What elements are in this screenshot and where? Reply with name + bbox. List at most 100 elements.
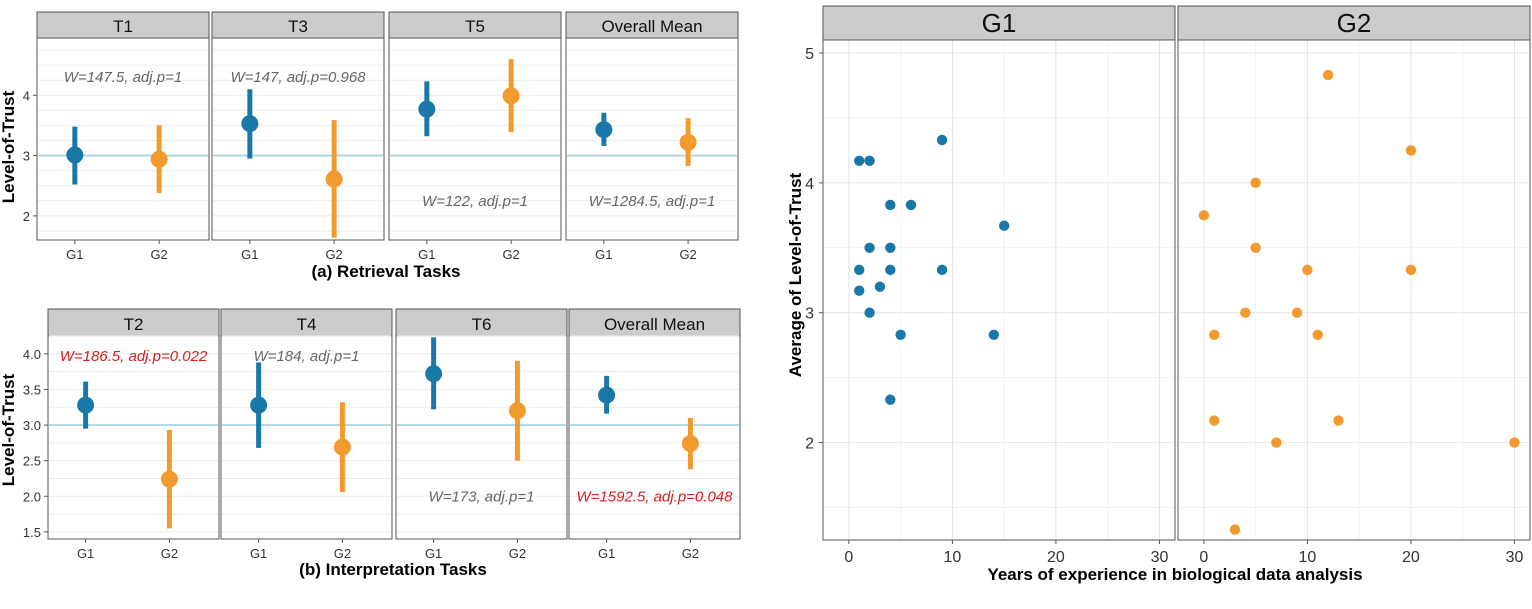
panel-label: T4: [297, 315, 317, 334]
wilcoxon-annotation: W=1284.5, adj.p=1: [589, 193, 716, 210]
panel-label: T3: [288, 17, 308, 36]
scatter-point-g2: [1271, 437, 1282, 448]
y-tick-label: 2.0: [23, 489, 41, 504]
experience-scatter-chart: Average of Level-of-Trust Years of exper…: [786, 5, 1531, 584]
x-tick-label: G2: [334, 546, 351, 561]
panel-t1: T1 G1 G2 W=147.5, adj.p=1: [36, 11, 210, 262]
scatter-point-g2: [1291, 307, 1303, 318]
y-tick-label: 2.5: [23, 454, 41, 469]
x-tick-label: G1: [77, 546, 94, 561]
panel-strip: [565, 11, 739, 39]
x-tick-label: 20: [1047, 549, 1065, 566]
scatter-point-g1: [895, 329, 906, 341]
panel-strip: [395, 308, 568, 337]
panel-t2: T2 G1 G2 W=186.5, adj.p=0.022: [47, 308, 220, 561]
wilcoxon-annotation: W=147.5, adj.p=1: [64, 69, 182, 86]
panel-t4: T4 G1 G2 W=184, adj.p=1: [220, 308, 393, 561]
panel-strip: [36, 11, 210, 39]
scatter-point-g1: [874, 281, 886, 292]
panel-strip: [47, 308, 220, 337]
x-tick-label: 0: [1199, 549, 1208, 566]
x-tick-label: 30: [1151, 549, 1169, 566]
wilcoxon-annotation: W=1592.5, adj.p=0.048: [577, 488, 734, 505]
y-tick-label: 4: [23, 88, 30, 103]
panel-frame: [47, 335, 220, 540]
y-tick-label: 3.0: [23, 418, 41, 433]
scatter-point-g2: [1405, 264, 1417, 276]
wilcoxon-annotation: W=184, adj.p=1: [254, 348, 360, 365]
scatter-point-g1: [885, 199, 896, 211]
mean-point-g1: [250, 396, 268, 414]
panel-label: Overall Mean: [604, 315, 705, 334]
panel-label: G1: [982, 8, 1017, 38]
panel-frame: [1177, 39, 1531, 541]
scatter-xlabel: Years of experience in biological data a…: [987, 565, 1362, 584]
mean-point-g1: [66, 146, 84, 164]
x-tick-label: G2: [679, 247, 696, 262]
x-tick-label: G1: [241, 247, 258, 262]
panel-strip: [822, 5, 1176, 41]
panel-t6: T6 G1 G2 W=173, adj.p=1: [395, 308, 568, 561]
x-tick-label: G2: [325, 247, 342, 262]
x-tick-label: 10: [944, 549, 962, 566]
scatter-point-g2: [1333, 415, 1344, 426]
panel-overall-mean: Overall Mean G1 G2 W=1284.5, adj.p=1: [565, 11, 739, 262]
panel-frame: [568, 335, 741, 540]
scatter-point-g2: [1250, 177, 1261, 189]
wilcoxon-annotation: W=186.5, adj.p=0.022: [60, 348, 208, 365]
scatter-point-g1: [854, 285, 865, 296]
scatter-point-g2: [1229, 524, 1241, 535]
scatter-point-g1: [864, 242, 875, 253]
interpretation-title: (b) Interpretation Tasks: [299, 560, 487, 579]
y-tick-label: 2: [23, 209, 30, 224]
retrieval-tasks-chart: Level-of-Trust (a) Retrieval Tasks 2 3 4 T1…: [0, 11, 739, 281]
panel-t3: T3 G1 G2 W=147, adj.p=0.968: [211, 11, 385, 262]
y-tick-label: 3: [23, 149, 30, 164]
retrieval-title: (a) Retrieval Tasks: [312, 262, 461, 281]
y-tick-label: 4: [805, 176, 814, 193]
scatter-point-g2: [1302, 264, 1313, 276]
scatter-point-g1: [936, 264, 948, 276]
x-tick-label: G1: [66, 247, 83, 262]
mean-point-g2: [160, 470, 178, 488]
mean-point-g2: [502, 87, 520, 105]
scatter-point-g1: [988, 329, 1000, 341]
mean-point-g1: [598, 386, 616, 404]
y-tick-label: 3.5: [23, 382, 41, 397]
scatter-point-g1: [998, 220, 1010, 231]
panel-frame: [388, 37, 562, 241]
x-tick-label: G1: [418, 247, 435, 262]
x-tick-label: G1: [425, 546, 442, 561]
x-tick-label: G2: [682, 546, 699, 561]
x-tick-label: G1: [598, 546, 615, 561]
panel-g1: G1 0 10 20 30: [822, 5, 1176, 566]
panel-overall-mean: Overall Mean G1 G2 W=1592.5, adj.p=0.048: [568, 308, 741, 561]
panel-label: T2: [124, 315, 144, 334]
interpretation-tasks-chart: Level-of-Trust (b) Interpretation Tasks …: [0, 308, 741, 579]
scatter-point-g1: [864, 155, 875, 166]
retrieval-ylabel: Level-of-Trust: [0, 90, 18, 203]
mean-point-g2: [325, 170, 343, 188]
x-tick-label: 30: [1506, 549, 1524, 566]
scatter-point-g1: [885, 264, 896, 276]
mean-point-g2: [681, 435, 699, 453]
mean-point-g1: [595, 121, 613, 139]
panel-frame: [211, 37, 385, 241]
mean-point-g2: [508, 402, 526, 420]
y-tick-label: 5: [805, 46, 814, 63]
panel-frame: [395, 335, 568, 540]
scatter-point-g2: [1198, 210, 1210, 221]
panel-frame: [220, 335, 393, 540]
scatter-point-g1: [905, 199, 917, 211]
scatter-point-g2: [1209, 329, 1220, 341]
y-tick-label: 2: [805, 436, 814, 453]
mean-point-g2: [333, 438, 351, 456]
scatter-point-g1: [936, 134, 948, 146]
panel-g2: G2 0 10 20 30: [1177, 5, 1531, 566]
x-tick-label: 0: [844, 549, 853, 566]
x-tick-label: G1: [595, 247, 612, 262]
mean-point-g1: [241, 115, 259, 133]
panel-strip: [388, 11, 562, 39]
y-tick-label: 3: [805, 306, 814, 323]
